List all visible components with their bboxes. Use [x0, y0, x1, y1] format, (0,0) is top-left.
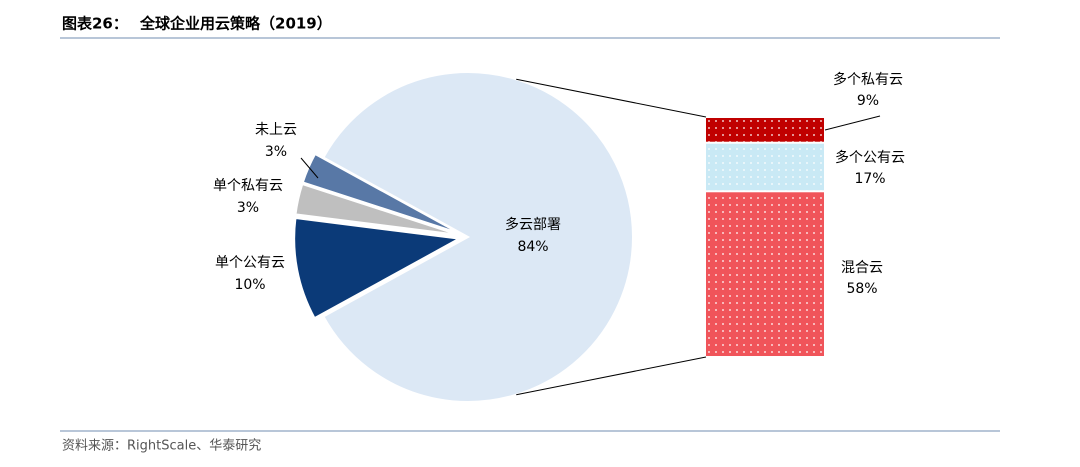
pie-label: 多云部署: [505, 216, 561, 233]
bar-label: 混合云: [841, 260, 883, 276]
pie-value-label: 84%: [517, 239, 548, 255]
bar-segment: [706, 143, 824, 191]
pie-label: 单个私有云: [213, 178, 283, 194]
leader-line: [300, 157, 319, 179]
pie-label: 未上云: [255, 122, 297, 138]
pie-slice: [294, 182, 460, 237]
pie-slice: [322, 71, 634, 403]
connector: [516, 356, 707, 396]
pie-value-label: 10%: [234, 277, 265, 293]
source: 资料来源：RightScale、华泰研究: [62, 439, 261, 454]
bar-label: 多个私有云: [833, 71, 903, 88]
bar-value-label: 9%: [857, 93, 879, 109]
pie-value-label: 3%: [237, 200, 259, 216]
bar-segment: [706, 192, 824, 356]
bar-value-label: 17%: [854, 171, 885, 187]
bar-label: 多个公有云: [835, 149, 905, 166]
pie-slice: [293, 216, 463, 320]
leader-line: [824, 115, 881, 131]
connector: [516, 78, 707, 118]
chart-title: 全球企业用云策略（2019）: [139, 15, 332, 33]
figure-label: 图表26：: [62, 15, 128, 33]
pie-label: 单个公有云: [215, 255, 285, 271]
pie-value-label: 3%: [265, 144, 287, 160]
bar-value-label: 58%: [846, 281, 877, 297]
pie-slice: [301, 152, 461, 235]
bar-segment: [706, 118, 824, 142]
